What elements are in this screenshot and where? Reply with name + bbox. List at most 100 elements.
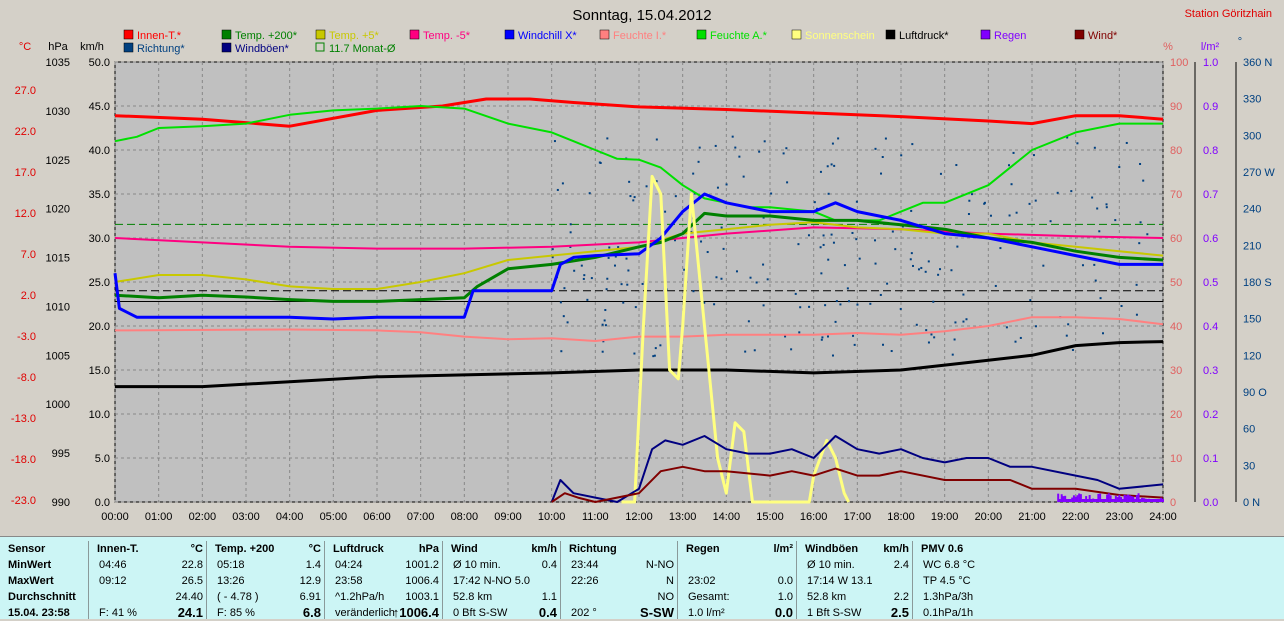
direction-point <box>1081 264 1084 267</box>
cell-label: 23:44 <box>571 559 599 571</box>
row-label-current: 15.04. 23:58 <box>8 607 70 619</box>
tick-time: 18:00 <box>887 511 915 523</box>
legend-swatch <box>221 42 232 53</box>
direction-point <box>706 251 709 254</box>
direction-point <box>1101 332 1104 335</box>
legend-swatch <box>791 29 802 40</box>
direction-point <box>965 318 968 321</box>
direction-point <box>697 160 700 163</box>
direction-point <box>1056 191 1059 194</box>
direction-point <box>962 320 965 323</box>
direction-point <box>573 269 576 272</box>
legend-label: Sonnenschein <box>805 30 875 42</box>
column-header: Luftdruck <box>333 543 384 555</box>
direction-point <box>716 186 719 189</box>
direction-point <box>556 188 559 191</box>
weather-chart: Sonntag, 15.04.2012 Station Göritzhain °C h… <box>11 7 1275 523</box>
cell-label: 202 ° <box>571 607 597 619</box>
direction-point <box>846 287 849 290</box>
direction-point <box>734 146 737 149</box>
direction-point <box>853 343 856 346</box>
legend-label: Temp. +5* <box>329 30 380 42</box>
cell-label: 04:24 <box>335 559 363 571</box>
cell-value: 1001.2 <box>405 559 439 571</box>
tick-direction: 180 S <box>1243 277 1272 289</box>
tick-temp: 27.0 <box>15 85 36 97</box>
direction-point <box>601 323 604 326</box>
tick-rain: 0.5 <box>1203 277 1218 289</box>
direction-point <box>1032 154 1035 157</box>
direction-point <box>569 223 572 226</box>
cell-value: NO <box>657 591 675 603</box>
direction-point <box>927 260 930 263</box>
direction-point <box>608 246 611 249</box>
direction-point <box>920 266 923 269</box>
tick-wind: 30.0 <box>89 233 110 245</box>
direction-point <box>629 195 632 198</box>
direction-point <box>625 257 628 260</box>
cell-value: 6.8 <box>302 605 321 620</box>
direction-point <box>598 161 601 164</box>
tick-direction: 120 <box>1243 350 1261 362</box>
direction-point <box>692 172 695 175</box>
tick-direction: 150 <box>1243 314 1261 326</box>
direction-point <box>683 268 686 271</box>
direction-point <box>606 137 609 140</box>
cell-label: Ø 10 min. <box>453 559 501 571</box>
column-unit: hPa <box>418 543 439 555</box>
direction-point <box>753 349 756 352</box>
tick-humidity: 0 <box>1170 497 1176 509</box>
cell-label: Gesamt: <box>688 591 730 603</box>
tick-time: 23:00 <box>1106 511 1134 523</box>
tick-rain: 0.4 <box>1203 321 1218 333</box>
direction-point <box>700 240 703 243</box>
cell-value: N <box>666 575 674 587</box>
direction-point <box>999 247 1002 250</box>
tick-temp: -3.0 <box>17 331 36 343</box>
cell-value: 2.2 <box>893 591 909 603</box>
direction-point <box>614 255 617 258</box>
direction-point <box>786 181 789 184</box>
cell-value: ↑1006.4 <box>392 605 439 620</box>
direction-point <box>1139 162 1142 165</box>
direction-point <box>1012 151 1015 154</box>
direction-point <box>566 321 569 324</box>
direction-point <box>953 338 956 341</box>
direction-point <box>560 350 563 353</box>
tick-pressure: 990 <box>52 497 70 509</box>
direction-point <box>703 301 706 304</box>
tick-wind: 25.0 <box>89 277 110 289</box>
direction-point <box>1019 336 1022 339</box>
direction-point <box>808 305 811 308</box>
column-header: Regen <box>686 543 720 555</box>
direction-point <box>834 320 837 323</box>
tick-time: 09:00 <box>494 511 522 523</box>
tick-humidity: 90 <box>1170 101 1182 113</box>
tick-humidity: 60 <box>1170 233 1182 245</box>
tick-pressure: 1005 <box>46 350 70 362</box>
cell-value: S-SW <box>640 605 674 620</box>
tick-time: 14:00 <box>713 511 741 523</box>
direction-point <box>1093 146 1096 149</box>
tick-pressure: 1035 <box>46 57 70 69</box>
direction-point <box>1049 220 1052 223</box>
direction-point <box>882 343 885 346</box>
row-label-max: MaxWert <box>8 575 54 587</box>
cell-label: 09:12 <box>99 575 127 587</box>
direction-point <box>722 247 725 250</box>
direction-point <box>967 213 970 216</box>
direction-point <box>626 283 629 286</box>
direction-point <box>1091 196 1094 199</box>
tick-wind: 5.0 <box>95 453 110 465</box>
direction-point <box>954 321 957 324</box>
direction-point <box>951 353 954 356</box>
direction-point <box>715 276 718 279</box>
direction-point <box>939 172 942 175</box>
cell-value: 0.0 <box>774 605 793 620</box>
legend-swatch <box>123 29 134 40</box>
tick-time: 02:00 <box>189 511 217 523</box>
tick-temp: -18.0 <box>11 454 36 466</box>
tick-time: 16:00 <box>800 511 828 523</box>
direction-point <box>586 298 589 301</box>
tick-direction: 0 N <box>1243 497 1260 509</box>
